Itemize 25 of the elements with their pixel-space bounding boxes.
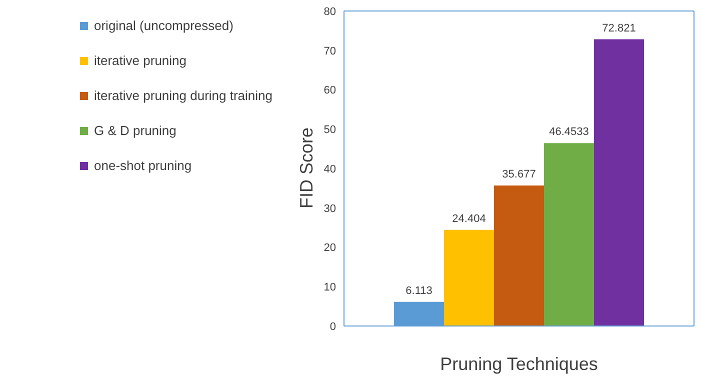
bar xyxy=(544,143,594,326)
x-axis-title: Pruning Techniques xyxy=(440,354,598,374)
bar xyxy=(594,39,644,326)
data-label: 72.821 xyxy=(602,22,636,34)
y-tick-label: 50 xyxy=(324,124,336,136)
legend-label: G & D pruning xyxy=(94,123,176,138)
bar xyxy=(444,230,494,326)
bar xyxy=(494,186,544,326)
y-tick-label: 40 xyxy=(324,163,336,176)
y-tick-label: 80 xyxy=(324,6,336,18)
legend-label: iterative pruning xyxy=(94,53,186,68)
y-tick-label: 20 xyxy=(324,242,336,254)
legend-label: one-shot pruning xyxy=(94,158,192,173)
data-label: 46.4533 xyxy=(549,126,589,138)
data-label: 35.677 xyxy=(502,168,536,181)
legend-label: original (uncompressed) xyxy=(94,18,234,33)
y-tick-label: 60 xyxy=(324,84,336,97)
y-tick-label: 10 xyxy=(324,282,336,294)
y-tick-label: 70 xyxy=(324,45,336,58)
legend-label: iterative pruning during training xyxy=(94,88,272,103)
data-label: 6.113 xyxy=(406,284,432,297)
y-tick-label: 30 xyxy=(324,202,336,215)
y-axis-title: FID Score xyxy=(296,127,316,208)
y-tick-label: 0 xyxy=(330,320,336,333)
data-label: 24.404 xyxy=(452,212,486,225)
